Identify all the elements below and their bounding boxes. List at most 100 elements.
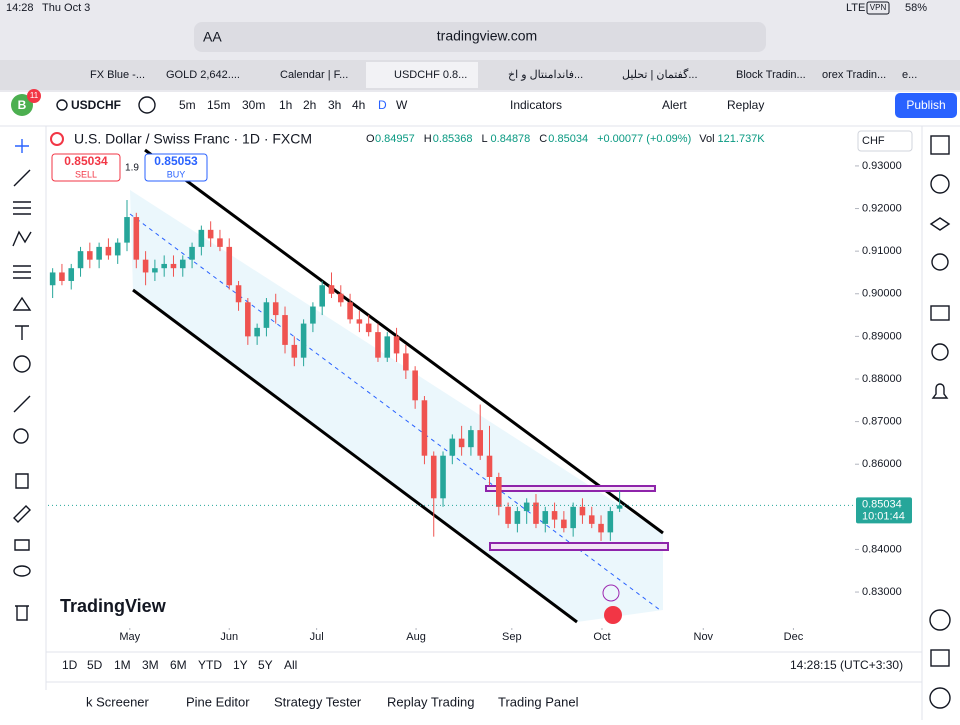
tool[interactable] [13,169,31,187]
interval[interactable]: 3h [328,98,341,112]
tool[interactable] [929,609,951,631]
buy-price[interactable]: 0.85053 [154,154,198,168]
tool[interactable] [13,428,29,444]
tool[interactable] [13,265,31,279]
compare-icon[interactable] [138,96,156,114]
candle-body [458,438,465,448]
last-price: 0.85034 [862,498,902,510]
text-size[interactable]: AA [203,29,222,45]
range-button[interactable]: All [284,658,297,672]
browser-tab[interactable]: FX Blue -... [90,69,145,81]
address-bar[interactable] [194,22,766,52]
alert[interactable]: Alert [662,98,687,112]
bottom-tab[interactable]: Pine Editor [186,694,250,709]
indicators[interactable]: Indicators [510,98,562,112]
tool[interactable] [15,325,29,340]
range-button[interactable]: 3M [142,658,159,672]
browser-tab[interactable]: e... [902,69,917,81]
candle-body [403,353,409,371]
y-tick-label: 0.93000 [862,160,902,172]
tool[interactable] [13,355,31,373]
tool[interactable] [930,174,950,194]
replay[interactable]: Replay [727,98,764,112]
buy-label[interactable]: BUY [167,169,186,179]
publish-button[interactable] [895,93,957,118]
tool[interactable] [15,605,29,621]
x-tick-label: Jun [220,631,238,643]
range-button[interactable]: YTD [198,658,222,672]
tool[interactable] [929,217,951,231]
tool[interactable] [931,253,949,271]
interval[interactable]: 30m [242,98,265,112]
candle-body [551,511,558,520]
candle-body [272,302,279,316]
candle-body [198,229,205,247]
sell-label[interactable]: SELL [75,169,97,179]
interval[interactable]: D [378,98,387,112]
bottom-tab[interactable]: Replay Trading [387,694,474,709]
bottom-tab[interactable]: Trading Panel [498,694,579,709]
symbol[interactable]: USDCHF [71,98,121,112]
tool[interactable] [930,305,950,321]
avatar[interactable] [11,94,33,116]
tool[interactable] [13,505,31,523]
tool[interactable] [13,395,31,413]
tool[interactable] [14,539,30,551]
tool[interactable] [13,565,31,577]
browser-tab[interactable]: GOLD 2,642.... [166,69,240,81]
buy-button[interactable] [144,153,208,182]
interval[interactable]: 15m [207,98,230,112]
countdown: 10:01:44 [862,510,905,522]
ohlc-legend: O 0.84957 H 0.85368 L 0.84878 C 0.85034 +0.00077… [366,133,765,145]
range-button[interactable]: 1Y [233,658,248,672]
tool[interactable] [12,296,32,311]
tool[interactable] [930,135,950,155]
candle-body [616,505,623,509]
range-button[interactable]: 1D [62,658,78,672]
tool[interactable] [931,383,949,399]
symbol-logo [50,132,64,146]
zone-lower [489,542,669,551]
candle-body [496,476,502,507]
interval[interactable]: 2h [303,98,316,112]
tab-bar [0,60,960,90]
range-button[interactable]: 5D [87,658,103,672]
publish[interactable]: Publish [906,98,945,112]
browser-tab[interactable]: orex Tradin... [822,69,886,81]
tool[interactable] [13,201,31,215]
chart-title: U.S. Dollar / Swiss Franc · 1D · FXCM [74,131,312,147]
tool[interactable] [15,139,29,153]
interval[interactable]: W [396,98,408,112]
browser-tab[interactable]: Calendar | F... [280,69,348,81]
currency[interactable]: CHF [862,135,885,147]
browser-tab[interactable]: گفتمان | تحلیل... [622,68,698,81]
candle-body [263,302,270,328]
interval[interactable]: 4h [352,98,365,112]
range-button[interactable]: 5Y [258,658,273,672]
browser-tab[interactable]: Block Tradin... [736,69,806,81]
candle-body [477,430,483,456]
sell-price[interactable]: 0.85034 [64,154,108,168]
tool[interactable] [930,649,950,667]
tool[interactable] [929,687,951,709]
y-tick-label: 0.91000 [862,245,902,257]
interval[interactable]: 5m [179,98,196,112]
range-button[interactable]: 6M [170,658,187,672]
tool[interactable] [931,343,949,361]
browser-tab[interactable]: USDCHF 0.8... [394,69,467,81]
bottom-tab[interactable]: k Screener [86,694,150,709]
currency-box[interactable] [857,130,913,152]
sell-button[interactable] [51,153,121,182]
interval[interactable]: 1h [279,98,292,112]
url[interactable]: tradingview.com [437,28,537,44]
tool[interactable] [12,230,32,247]
legend-key: O [366,133,375,145]
tool[interactable] [15,473,29,489]
browser-tab[interactable]: فاندامنتال و اخ... [508,69,583,81]
bottom-tab[interactable]: Strategy Tester [274,694,362,709]
range-button[interactable]: 1M [114,658,131,672]
candle-body [523,502,530,512]
candle-body [105,246,112,256]
